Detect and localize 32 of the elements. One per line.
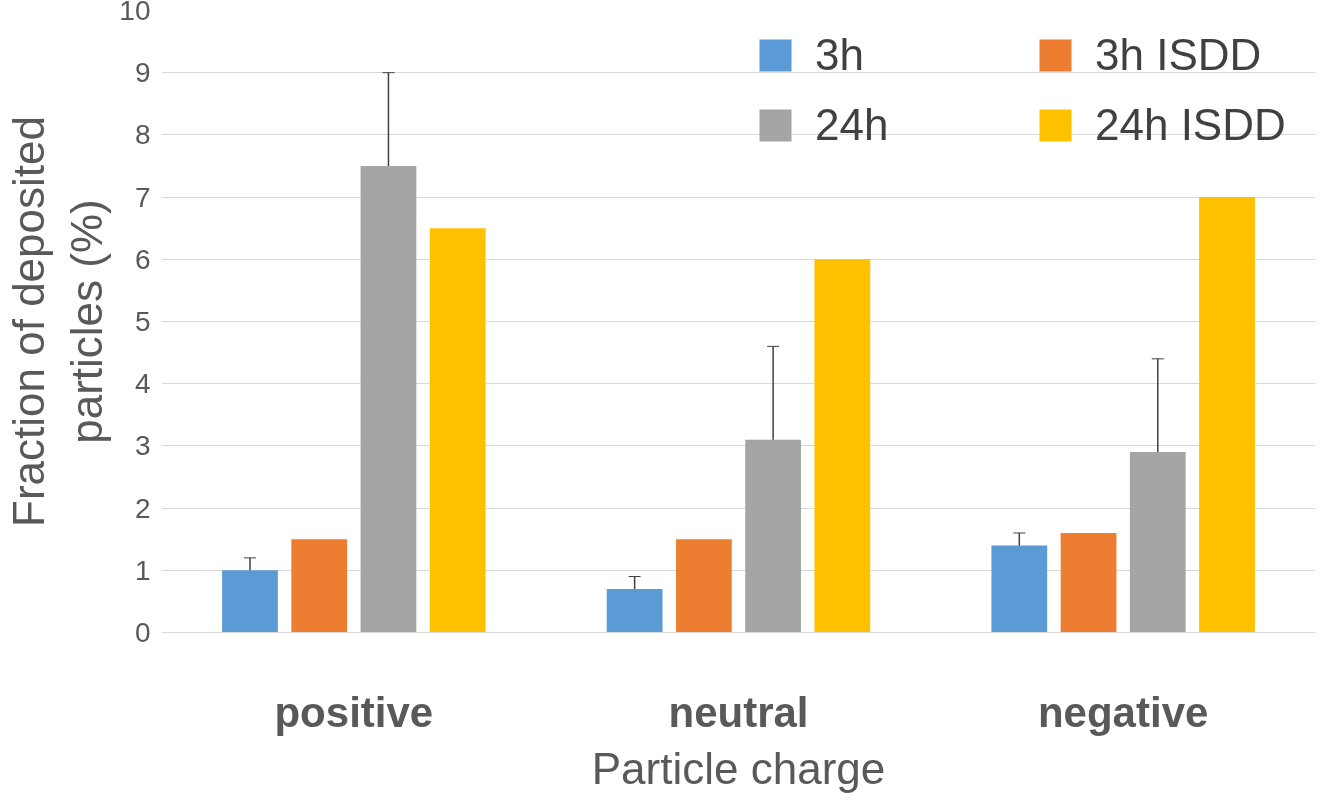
bar	[814, 259, 871, 633]
y-tick-label: 8	[134, 119, 151, 151]
y-tick-label: 10	[119, 0, 151, 26]
bar	[291, 539, 348, 633]
bar	[1129, 452, 1186, 633]
bar	[1199, 197, 1255, 633]
y-axis-title: Fraction of deposited particles (%)	[3, 116, 112, 527]
bar	[1060, 532, 1117, 633]
y-tick-label: 5	[134, 306, 151, 337]
y-tick-label: 7	[134, 181, 151, 213]
bar	[429, 228, 486, 633]
bar	[606, 588, 663, 633]
legend-label: 24h	[815, 100, 890, 150]
legend-label: 3h	[815, 30, 865, 80]
x-tick-label: negative	[1037, 688, 1209, 736]
x-tick-label: neutral	[668, 688, 809, 736]
bar	[745, 439, 802, 633]
y-tick-label: 2	[134, 492, 151, 524]
bar	[675, 539, 732, 633]
bar	[991, 545, 1048, 633]
y-tick-label: 3	[134, 430, 151, 462]
bar	[222, 570, 278, 633]
bar	[360, 166, 417, 633]
y-tick-label: 6	[134, 243, 151, 275]
x-tick-label: positive	[274, 688, 434, 736]
x-axis-title: Particle charge	[591, 743, 886, 793]
y-tick-label: 0	[134, 617, 151, 648]
y-tick-label: 1	[134, 554, 151, 586]
legend-label: 24h ISDD	[1095, 100, 1287, 150]
y-tick-label: 9	[134, 57, 151, 89]
legend-label: 3h ISDD	[1095, 30, 1263, 80]
y-tick-label: 4	[134, 368, 151, 400]
